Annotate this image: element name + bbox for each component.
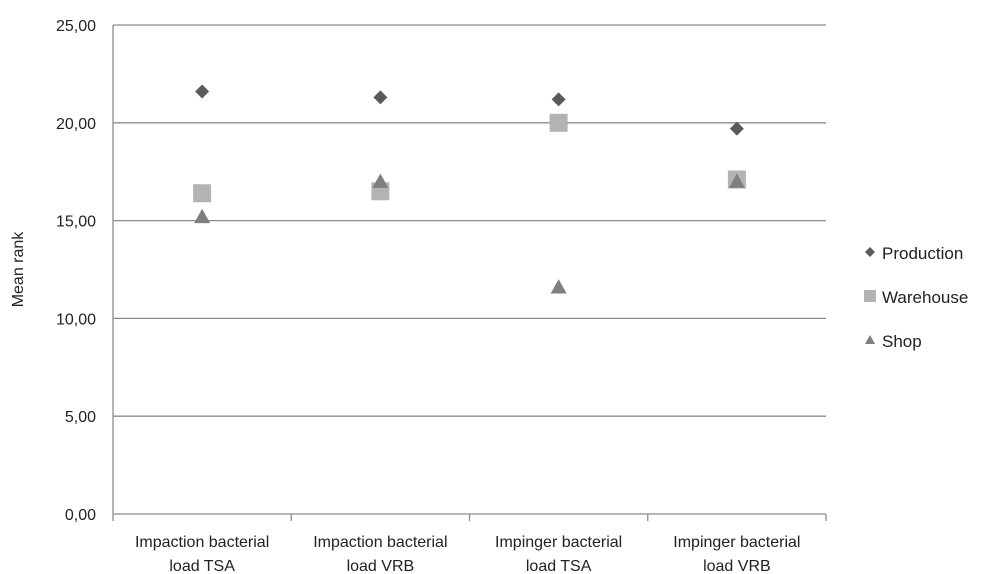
series-warehouse [193,113,746,203]
warehouse-point [193,184,212,203]
y-tick-label: 20,00 [56,116,96,133]
x-tick-label: Impaction bacterial load VRB [313,534,447,574]
legend-label: Production [882,244,963,263]
shop-point [194,208,211,224]
production-point [551,92,566,107]
legend-label: Warehouse [882,288,968,307]
y-tick-label: 5,00 [65,409,96,426]
series-production [195,84,744,136]
legend-marker [865,335,875,344]
production-point [373,90,388,105]
y-axis-title: Mean rank [10,231,27,308]
x-tick-label: Impaction bacterial load TSA [135,534,269,574]
shop-point [372,173,389,188]
shop-point [550,279,567,294]
legend-marker [865,247,875,257]
series-shop [194,173,745,294]
x-tick-labels: Impaction bacterial load TSA Impaction bac… [135,534,800,574]
legend-item-shop: Shop [865,332,922,351]
gridlines [113,24,826,417]
legend-item-production: Production [865,244,963,263]
production-point [195,84,210,99]
y-tick-label: 0,00 [65,507,96,524]
y-tick-labels: 0,00 5,00 10,00 15,00 20,00 25,00 [56,18,96,524]
y-tick-label: 25,00 [56,18,96,35]
axes [112,25,827,521]
warehouse-point [549,113,568,132]
legend-marker [864,290,876,302]
legend-item-warehouse: Warehouse [864,288,968,307]
legend: Production Warehouse Shop [864,244,968,351]
production-point [729,121,744,136]
legend-label: Shop [882,332,922,351]
data-points [193,84,746,294]
y-tick-label: 15,00 [56,214,96,231]
x-tick-label: Impinger bacterial load TSA [495,534,622,574]
y-tick-label: 10,00 [56,311,96,328]
x-tick-label: Impinger bacterial load VRB [673,534,800,574]
shop-point [728,173,745,188]
